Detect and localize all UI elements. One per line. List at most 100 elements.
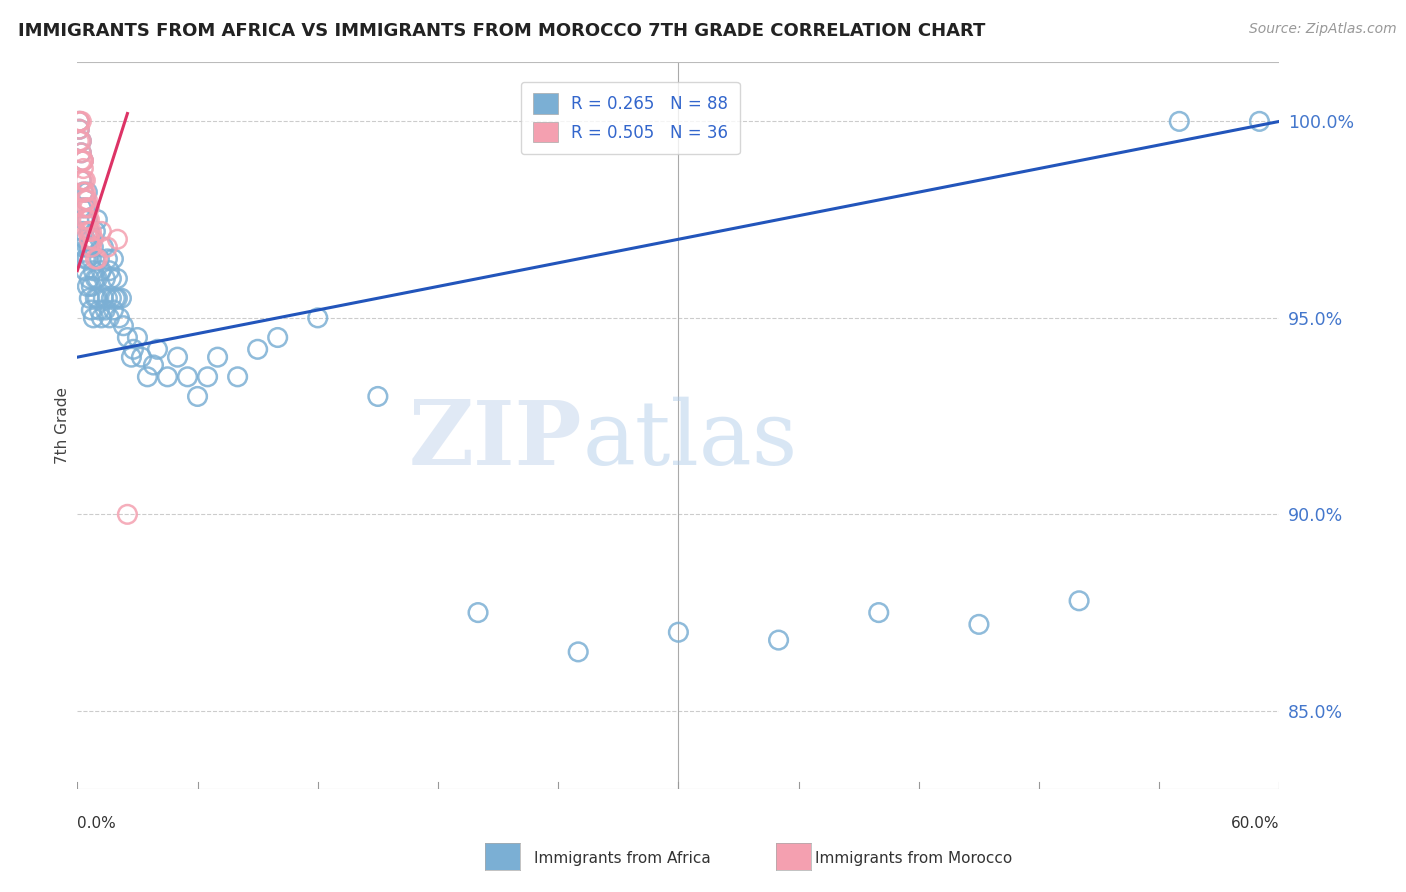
Point	[72, 153, 94, 168]
Point	[367, 389, 389, 403]
Point	[90, 310, 112, 325]
Point	[100, 271, 122, 285]
Point	[67, 122, 90, 136]
Point	[226, 369, 249, 384]
Point	[82, 310, 104, 325]
Text: Immigrants from Morocco: Immigrants from Morocco	[815, 851, 1012, 865]
Point	[79, 224, 101, 238]
Point	[90, 224, 112, 238]
Point	[67, 134, 90, 148]
Text: IMMIGRANTS FROM AFRICA VS IMMIGRANTS FROM MOROCCO 7TH GRADE CORRELATION CHART: IMMIGRANTS FROM AFRICA VS IMMIGRANTS FRO…	[18, 22, 986, 40]
Point	[79, 224, 101, 238]
Point	[72, 173, 94, 187]
Point	[76, 185, 98, 199]
Text: atlas: atlas	[582, 397, 797, 484]
Point	[72, 224, 94, 238]
Point	[72, 185, 94, 199]
Point	[80, 252, 103, 266]
Text: Immigrants from Africa: Immigrants from Africa	[534, 851, 711, 865]
Point	[107, 232, 129, 246]
Point	[75, 252, 97, 266]
Point	[94, 271, 117, 285]
Point	[82, 263, 104, 277]
Legend: R = 0.265   N = 88, R = 0.505   N = 36: R = 0.265 N = 88, R = 0.505 N = 36	[522, 82, 740, 154]
Point	[117, 508, 139, 522]
Point	[127, 330, 149, 344]
Point	[70, 145, 93, 160]
Point	[112, 318, 135, 333]
Point	[110, 291, 132, 305]
Point	[84, 252, 107, 266]
Point	[75, 173, 97, 187]
Point	[80, 224, 103, 238]
Point	[67, 122, 90, 136]
Point	[76, 193, 98, 207]
Point	[79, 240, 101, 254]
Point	[1168, 114, 1191, 128]
Point	[82, 240, 104, 254]
Point	[103, 303, 125, 318]
Point	[79, 232, 101, 246]
Point	[86, 291, 108, 305]
Point	[96, 240, 118, 254]
Point	[84, 224, 107, 238]
Point	[72, 153, 94, 168]
Point	[93, 240, 115, 254]
Point	[96, 291, 118, 305]
Point	[79, 212, 101, 227]
Point	[90, 263, 112, 277]
Point	[207, 350, 229, 364]
Point	[75, 185, 97, 199]
Point	[67, 114, 90, 128]
Point	[80, 240, 103, 254]
Point	[75, 193, 97, 207]
Point	[72, 185, 94, 199]
Point	[70, 201, 93, 215]
Point	[75, 193, 97, 207]
Point	[146, 343, 169, 357]
Point	[1069, 594, 1091, 608]
Point	[96, 252, 118, 266]
Point	[79, 201, 101, 215]
Text: 0.0%: 0.0%	[77, 816, 117, 830]
Point	[967, 617, 990, 632]
Point	[142, 358, 165, 372]
Point	[76, 212, 98, 227]
Point	[86, 212, 108, 227]
Point	[82, 232, 104, 246]
Point	[67, 114, 90, 128]
Point	[98, 263, 121, 277]
Point	[89, 303, 111, 318]
Point	[246, 343, 269, 357]
Point	[80, 232, 103, 246]
Point	[1249, 114, 1271, 128]
Point	[70, 134, 93, 148]
Point	[79, 271, 101, 285]
Text: Source: ZipAtlas.com: Source: ZipAtlas.com	[1249, 22, 1396, 37]
Point	[70, 134, 93, 148]
Point	[136, 369, 159, 384]
Point	[76, 279, 98, 293]
Point	[86, 252, 108, 266]
Point	[80, 279, 103, 293]
Point	[80, 303, 103, 318]
Point	[131, 350, 153, 364]
Point	[122, 343, 145, 357]
Point	[768, 633, 790, 648]
Point	[103, 252, 125, 266]
Point	[76, 224, 98, 238]
Point	[67, 114, 90, 128]
Point	[75, 263, 97, 277]
Point	[156, 369, 179, 384]
Point	[76, 252, 98, 266]
Point	[75, 201, 97, 215]
Point	[120, 350, 142, 364]
Point	[668, 625, 690, 640]
Point	[166, 350, 188, 364]
Point	[75, 212, 97, 227]
Point	[72, 153, 94, 168]
Point	[868, 606, 890, 620]
Point	[104, 291, 127, 305]
Point	[93, 291, 115, 305]
Point	[467, 606, 489, 620]
